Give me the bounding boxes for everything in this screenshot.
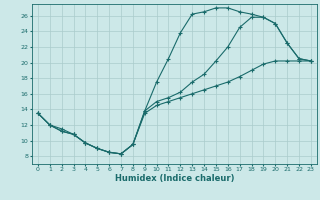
X-axis label: Humidex (Indice chaleur): Humidex (Indice chaleur) [115,174,234,183]
